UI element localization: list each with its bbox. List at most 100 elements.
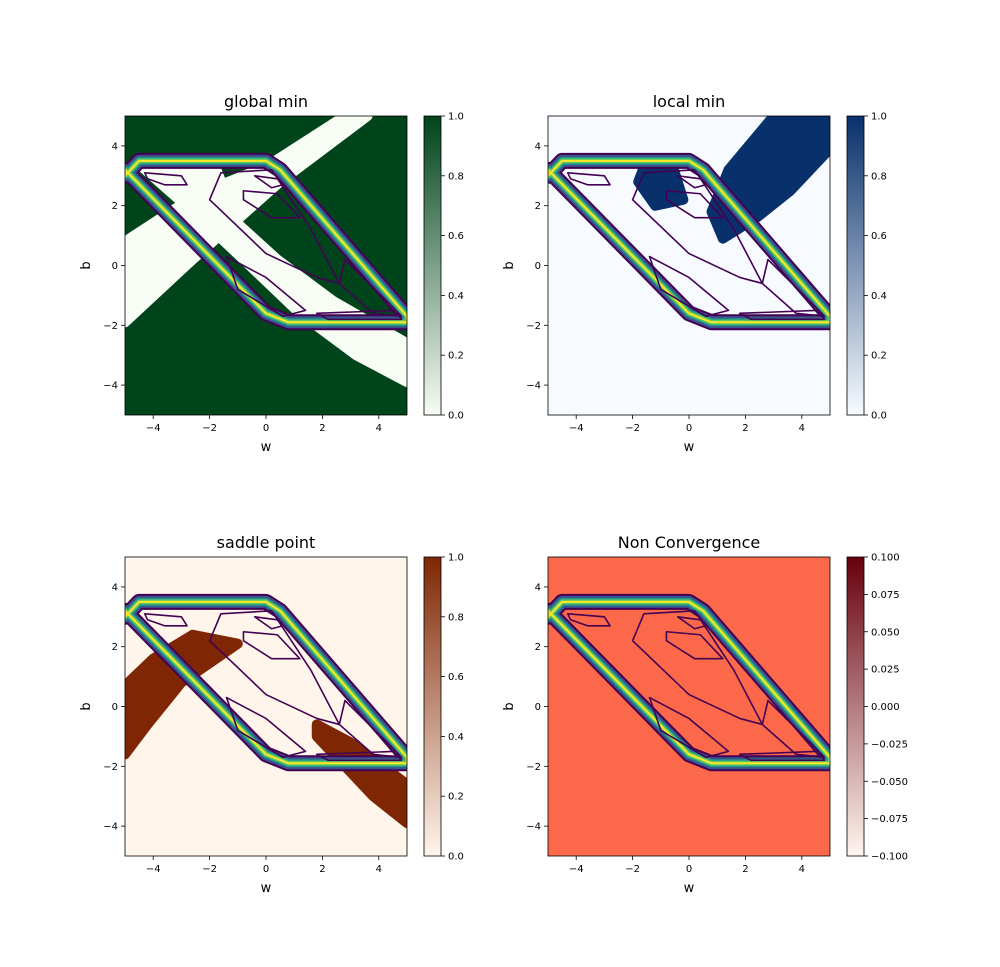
colorbar-tick-label: −0.025 <box>871 739 908 750</box>
x-tick-label: 4 <box>799 864 805 875</box>
x-tick-label: −4 <box>569 423 584 434</box>
y-axis-label: b <box>502 702 517 710</box>
subplot-title: global min <box>224 92 308 111</box>
colorbar-tick-label: 0.4 <box>871 291 887 302</box>
y-tick-label: 4 <box>535 582 541 593</box>
x-tick-label: −2 <box>202 864 217 875</box>
colorbar-tick-label: 1.0 <box>448 112 464 123</box>
colorbar-tick-label: 0.2 <box>871 351 887 362</box>
y-tick-label: 4 <box>535 141 541 152</box>
x-tick-label: −2 <box>625 864 640 875</box>
contour-band-5 <box>125 159 407 324</box>
y-tick-label: 0 <box>112 702 118 713</box>
x-axis-label: w <box>261 440 272 455</box>
y-tick-label: −2 <box>103 762 118 773</box>
x-tick-label: −4 <box>569 864 584 875</box>
colorbar-tick-label: 0.0 <box>448 411 464 422</box>
colorbar-tick-label: 1.0 <box>871 112 887 123</box>
contour-loop-6 <box>676 175 707 189</box>
contour-loop-1 <box>566 613 611 627</box>
colorbar-tick-label: 0.050 <box>871 627 900 638</box>
contour-loop-1 <box>143 613 188 627</box>
contour-loop-7 <box>315 750 403 762</box>
x-tick-label: 0 <box>263 864 269 875</box>
x-tick-label: −4 <box>146 864 161 875</box>
x-tick-label: 2 <box>319 864 325 875</box>
contour-loop-6 <box>253 616 284 630</box>
x-tick-label: 2 <box>319 423 325 434</box>
colorbar-tick-label: 0.8 <box>871 171 887 182</box>
y-axis-label: b <box>79 702 94 710</box>
y-tick-label: 4 <box>112 141 118 152</box>
contour-loop-7 <box>738 750 826 762</box>
subplot-2: −4 −2 0 2 4 −4 −2 0 2 4 local min w b 0.0 0.2 0.4 0.6 0.8… <box>502 92 887 455</box>
contour-loop-3 <box>665 630 724 660</box>
contour-loop-5 <box>338 699 403 759</box>
contour-loop-7 <box>738 309 826 321</box>
colorbar-tick-label: −0.100 <box>871 852 908 863</box>
colorbar-gradient <box>846 115 865 416</box>
y-tick-label: −2 <box>526 321 541 332</box>
colorbar-tick-label: 0.025 <box>871 665 900 676</box>
contour-loop-1 <box>143 172 188 186</box>
colorbar: −0.100 −0.075 −0.050 −0.025 0.000 0.025 0.050 0… <box>846 553 908 863</box>
colorbar-gradient <box>423 115 442 416</box>
colorbar-tick-label: 0.6 <box>448 231 464 242</box>
colorbar-tick-label: 0.075 <box>871 590 900 601</box>
x-tick-label: 0 <box>686 864 692 875</box>
colorbar-tick-label: 0.2 <box>448 792 464 803</box>
x-tick-label: −4 <box>146 423 161 434</box>
colorbar-gradient <box>423 556 442 857</box>
y-axis-label: b <box>79 261 94 269</box>
colorbar-tick-label: 0.6 <box>448 672 464 683</box>
x-tick-label: −2 <box>202 423 217 434</box>
contour-loop-4 <box>648 696 730 759</box>
x-axis-label: w <box>261 881 272 896</box>
y-tick-label: 2 <box>535 201 541 212</box>
y-tick-label: 0 <box>112 261 118 272</box>
contour-loop-4 <box>225 696 307 759</box>
colorbar-tick-label: 0.000 <box>871 702 900 713</box>
y-tick-label: 0 <box>535 702 541 713</box>
y-tick-label: 2 <box>112 642 118 653</box>
colorbar-tick-label: 0.100 <box>871 553 900 564</box>
colorbar-tick-label: 0.8 <box>448 612 464 623</box>
y-tick-label: −2 <box>526 762 541 773</box>
subplot-title: local min <box>653 92 726 111</box>
subplot-title: Non Convergence <box>618 533 760 552</box>
contour-loop-3 <box>665 189 724 219</box>
y-axis-label: b <box>502 261 517 269</box>
contour-loop-5 <box>761 258 826 318</box>
y-tick-label: −4 <box>103 822 118 833</box>
contour-loop-6 <box>253 175 284 189</box>
x-tick-label: 2 <box>742 864 748 875</box>
colorbar-tick-label: 0.0 <box>871 411 887 422</box>
y-tick-label: −4 <box>526 822 541 833</box>
colorbar-tick-label: 0.4 <box>448 732 464 743</box>
colorbar-tick-label: −0.050 <box>871 777 908 788</box>
y-tick-label: −4 <box>103 381 118 392</box>
colorbar-tick-label: 1.0 <box>448 553 464 564</box>
x-axis-label: w <box>684 440 695 455</box>
x-tick-label: 4 <box>376 864 382 875</box>
y-tick-label: 0 <box>535 261 541 272</box>
contour-loop-7 <box>315 309 403 321</box>
colorbar-tick-label: 0.6 <box>871 231 887 242</box>
contour-loop-1 <box>566 172 611 186</box>
x-tick-label: 4 <box>799 423 805 434</box>
colorbar-tick-label: 0.2 <box>448 351 464 362</box>
y-tick-label: −2 <box>103 321 118 332</box>
subplot-title: saddle point <box>217 533 316 552</box>
contour-band-5 <box>125 600 407 765</box>
colorbar: 0.0 0.2 0.4 0.6 0.8 1.0 <box>846 112 887 422</box>
x-tick-label: 0 <box>686 423 692 434</box>
subplot-3: −4 −2 0 2 4 −4 −2 0 2 4 saddle point w b 0.0 0.2 0.4 0.6… <box>79 533 464 896</box>
colorbar-tick-label: 0.0 <box>448 852 464 863</box>
contour-band-5 <box>548 159 830 324</box>
x-axis-label: w <box>684 881 695 896</box>
contour-loop-5 <box>761 699 826 759</box>
colorbar-tick-label: 0.4 <box>448 291 464 302</box>
